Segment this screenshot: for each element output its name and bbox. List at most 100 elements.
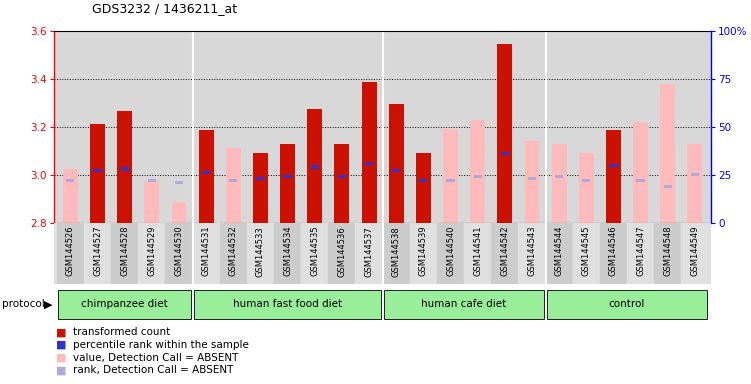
Text: human fast food diet: human fast food diet [233,299,342,310]
Bar [301,223,328,284]
Bar [226,148,241,223]
Bar [334,144,349,223]
Text: GSM144541: GSM144541 [473,226,482,276]
Text: GSM144539: GSM144539 [419,226,428,276]
Bar [681,223,708,284]
Bar [582,179,590,182]
Bar [419,179,427,182]
Bar [555,175,563,178]
Text: GSM144529: GSM144529 [147,226,156,276]
Bar [144,181,159,223]
Bar [171,202,186,223]
Bar [524,141,539,223]
Bar [691,173,699,176]
Text: GSM144532: GSM144532 [229,226,238,276]
Bar [552,144,566,223]
Text: GSM144542: GSM144542 [500,226,509,276]
Bar [392,169,400,172]
Bar [545,223,573,284]
Bar [220,223,247,284]
Bar [199,130,213,223]
Bar [93,169,101,172]
Text: GSM144531: GSM144531 [201,226,210,276]
Bar [202,171,210,174]
Bar [148,179,156,182]
Bar [437,223,464,284]
Bar [609,164,617,167]
Text: GSM144537: GSM144537 [364,226,373,276]
Text: GSM144536: GSM144536 [337,226,346,276]
Bar [464,223,491,284]
Text: human cafe diet: human cafe diet [421,299,507,310]
Bar [361,82,376,223]
Text: ■: ■ [56,327,67,337]
Bar [338,175,346,178]
Bar [664,185,672,188]
Text: GSM144528: GSM144528 [120,226,129,276]
Text: percentile rank within the sample: percentile rank within the sample [73,340,249,350]
Bar [311,166,319,169]
Bar [194,290,382,319]
Text: GSM144527: GSM144527 [93,226,102,276]
Bar [365,162,373,165]
Bar [57,223,84,284]
Text: GSM144545: GSM144545 [582,226,591,276]
Text: GSM144533: GSM144533 [256,226,265,276]
Text: GSM144543: GSM144543 [527,226,536,276]
Text: GSM144540: GSM144540 [446,226,455,276]
Text: GDS3232 / 1436211_at: GDS3232 / 1436211_at [92,2,237,15]
Bar [138,223,165,284]
Bar [280,144,295,223]
Bar [63,169,78,223]
Text: rank, Detection Call = ABSENT: rank, Detection Call = ABSENT [73,365,234,375]
Bar [175,181,183,184]
Bar [501,152,509,155]
Bar [446,179,454,182]
Bar [382,223,410,284]
Bar [491,223,518,284]
Bar [470,119,485,223]
Bar [528,177,536,180]
Text: GSM144535: GSM144535 [310,226,319,276]
Bar [165,223,192,284]
Bar [111,223,138,284]
Bar [627,223,654,284]
Bar [606,130,621,223]
Text: GSM144526: GSM144526 [66,226,75,276]
Bar [654,223,681,284]
Text: GSM144538: GSM144538 [392,226,401,276]
Bar [600,223,627,284]
Bar [547,290,707,319]
Bar [253,153,268,223]
Text: GSM144549: GSM144549 [690,226,699,276]
Text: control: control [609,299,645,310]
Bar [497,44,512,223]
Text: ■: ■ [56,353,67,362]
Bar [637,179,644,182]
Bar [121,167,128,170]
Text: ■: ■ [56,365,67,375]
Bar [84,223,111,284]
Bar [687,144,702,223]
Bar [389,104,404,223]
Bar [328,223,355,284]
Bar [660,84,675,223]
Bar [355,223,382,284]
Bar [247,223,274,284]
Bar [283,175,291,178]
Text: protocol: protocol [2,299,44,310]
Text: chimpanzee diet: chimpanzee diet [81,299,168,310]
Bar [410,223,437,284]
Text: value, Detection Call = ABSENT: value, Detection Call = ABSENT [73,353,238,362]
Bar [192,223,220,284]
Text: GSM144547: GSM144547 [636,226,645,276]
Text: ▶: ▶ [44,299,52,310]
Bar [633,122,648,223]
Bar [90,124,105,223]
Text: GSM144544: GSM144544 [555,226,564,276]
Bar [474,175,482,178]
Bar [518,223,545,284]
Bar [579,153,594,223]
Bar [307,109,322,223]
Bar [66,179,74,182]
